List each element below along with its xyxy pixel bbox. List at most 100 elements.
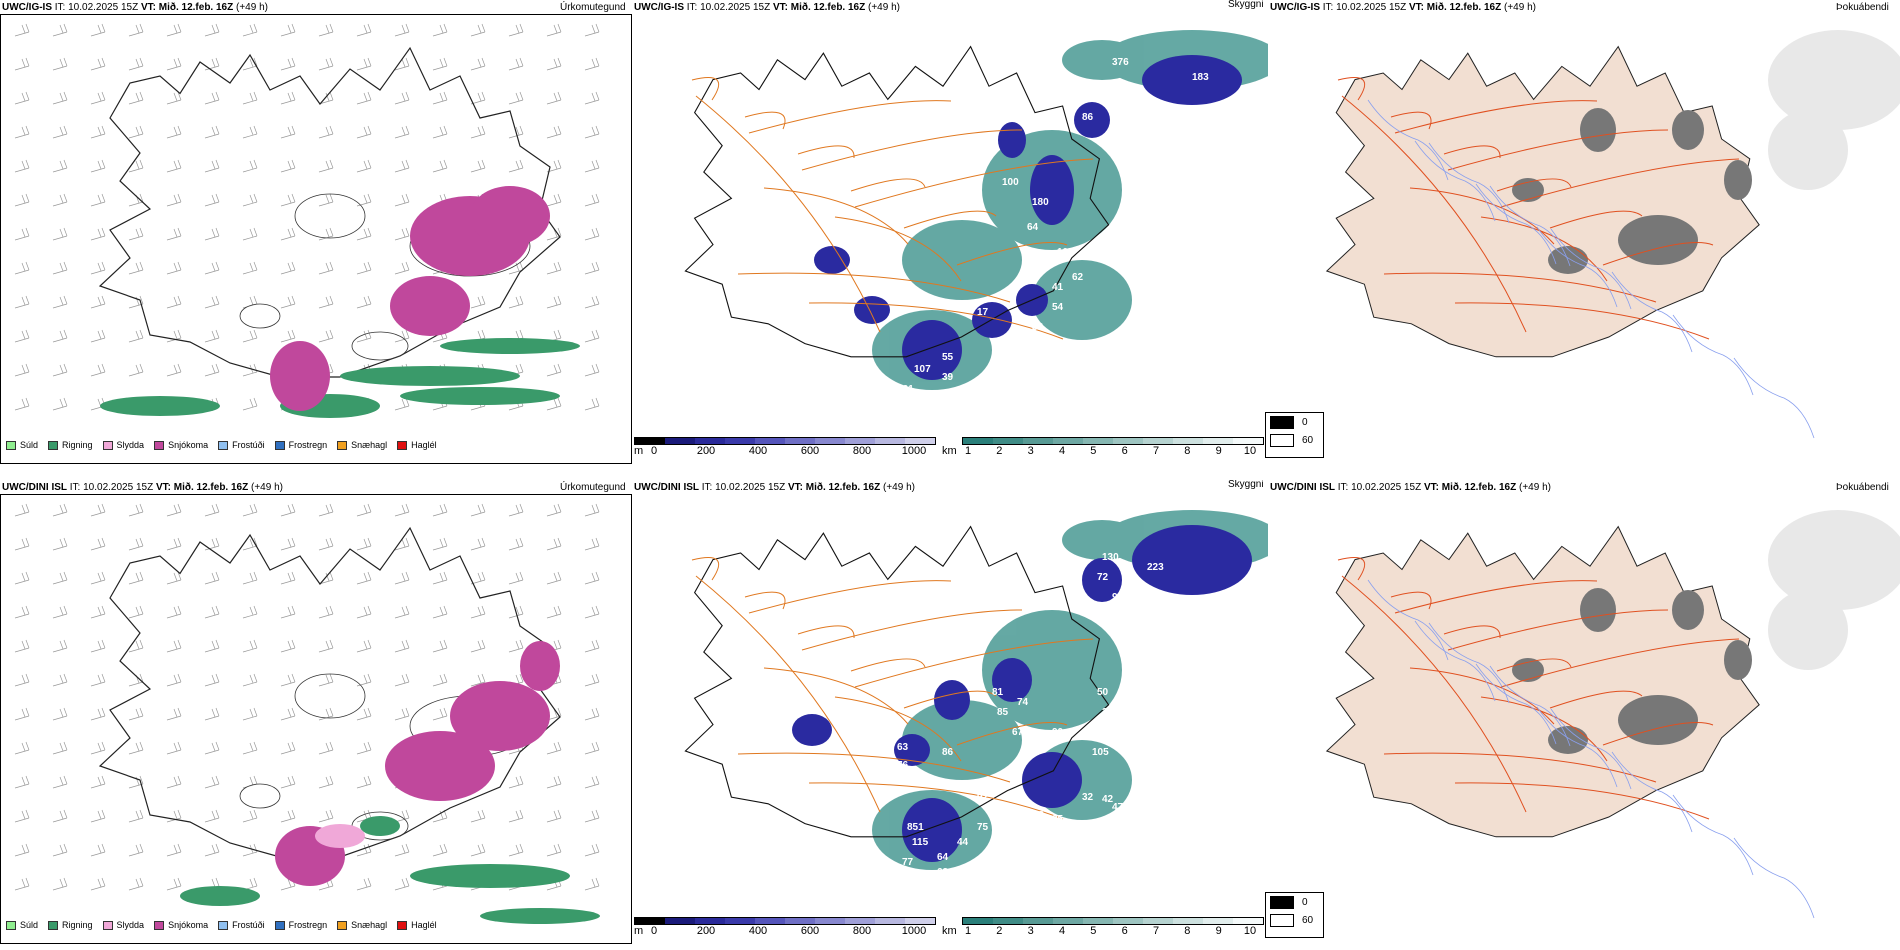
wind-barb xyxy=(318,605,334,619)
wind-barb xyxy=(546,503,562,517)
wind-barb xyxy=(508,537,524,551)
colorbar-tick-label: 8 xyxy=(1184,925,1191,937)
colorbar-tick-label: 6 xyxy=(1121,925,1128,937)
wind-barb xyxy=(14,639,30,653)
colorbar-tick-label: 7 xyxy=(1152,445,1160,457)
wind-barb xyxy=(242,261,258,275)
road-line xyxy=(1409,187,1555,245)
wind-barb xyxy=(242,775,258,789)
field-blob xyxy=(440,338,580,354)
wind-barb xyxy=(204,605,220,619)
colorbar-tick-label: 600 xyxy=(800,925,820,937)
field-blob xyxy=(1580,108,1616,152)
colorbar-tick-label: 1000 xyxy=(901,445,927,457)
wind-barb xyxy=(242,605,258,619)
wind-barb xyxy=(394,329,410,343)
wind-barb xyxy=(52,809,68,823)
glacier-outline xyxy=(294,193,366,239)
wind-barb xyxy=(128,843,144,857)
cloud-base-label: 74 xyxy=(1017,697,1029,708)
glacier-outline xyxy=(351,331,409,361)
road-line xyxy=(1443,625,1501,639)
wind-barb xyxy=(90,775,106,789)
fog-indicator-map xyxy=(1325,30,1900,439)
panel-field-name: Skyggni xyxy=(1228,0,1264,10)
wind-barb xyxy=(14,227,30,241)
road-line xyxy=(1394,580,1598,614)
wind-barb xyxy=(432,91,448,105)
colorbar-tick-label: 1000 xyxy=(901,925,927,937)
wind-barb xyxy=(166,295,182,309)
wind-barb xyxy=(204,843,220,857)
road-line xyxy=(1409,667,1555,725)
wind-barb xyxy=(90,159,106,173)
wind-barb xyxy=(394,809,410,823)
wind-barb xyxy=(14,261,30,275)
road-line xyxy=(695,575,881,813)
field-blob xyxy=(902,320,962,380)
wind-barb xyxy=(356,193,372,207)
wind-barb xyxy=(204,707,220,721)
river-line xyxy=(1733,837,1815,919)
river-line xyxy=(1733,357,1815,439)
wind-barb xyxy=(90,261,106,275)
wind-barb xyxy=(128,227,144,241)
cloud-base-panel-row2: UWC/DINI ISL IT: 10.02.2025 15Z VT: Mið.… xyxy=(632,480,1268,945)
wind-barb xyxy=(584,397,600,411)
wind-barb xyxy=(204,329,220,343)
cloud-base-label: 121 xyxy=(897,384,914,395)
wind-barb xyxy=(280,23,296,37)
river-line xyxy=(1367,99,1449,181)
wind-barb xyxy=(204,159,220,173)
wind-barb xyxy=(280,159,296,173)
road-line xyxy=(1447,129,1669,171)
wind-barb xyxy=(166,707,182,721)
wind-barb xyxy=(584,193,600,207)
road-line xyxy=(1341,575,1527,813)
colorbar-tick-label: 200 xyxy=(696,445,716,457)
wind-barb xyxy=(14,809,30,823)
field-blob xyxy=(1062,40,1142,80)
cloud-base-label: 54 xyxy=(1052,302,1064,313)
wind-barb xyxy=(128,261,144,275)
visibility-colorbar-row1: 1 2 3 4 5 6 7 8 9 10 km xyxy=(942,437,1264,458)
field-blob xyxy=(410,864,570,888)
wind-barb xyxy=(280,605,296,619)
wind-barb xyxy=(584,23,600,37)
river-line xyxy=(1367,579,1449,661)
road-line xyxy=(1602,722,1714,746)
wind-barb xyxy=(280,329,296,343)
cloud-base-label: 76 xyxy=(897,760,909,771)
wind-barb xyxy=(166,57,182,71)
wind-barb xyxy=(318,159,334,173)
road-line xyxy=(797,145,855,159)
wind-barb xyxy=(52,91,68,105)
wind-barb xyxy=(394,261,410,275)
wind-barb xyxy=(90,741,106,755)
wind-barb xyxy=(166,363,182,377)
wind-barb xyxy=(52,397,68,411)
wind-barb xyxy=(470,159,486,173)
wind-barb xyxy=(204,571,220,585)
colorbar-tick-label: 3 xyxy=(1027,925,1034,937)
wind-barb xyxy=(394,397,410,411)
cloud-base-label: 63 xyxy=(937,867,949,878)
road-line xyxy=(744,591,786,610)
wind-barb xyxy=(242,673,258,687)
road-line xyxy=(1602,242,1714,266)
colorbar-tick-label: 400 xyxy=(748,925,768,937)
river-line xyxy=(1672,794,1754,876)
wind-barb xyxy=(584,261,600,275)
wind-barb xyxy=(280,741,296,755)
wind-barb xyxy=(90,639,106,653)
wind-barb xyxy=(242,707,258,721)
wind-barb xyxy=(432,843,448,857)
wind-barb xyxy=(394,639,410,653)
wind-barb xyxy=(584,673,600,687)
river-line xyxy=(1611,271,1693,353)
panel-title: UWC/DINI ISL IT: 10.02.2025 15Z VT: Mið.… xyxy=(634,482,915,493)
wind-barb xyxy=(546,363,562,377)
road-line xyxy=(834,696,962,762)
wind-barb xyxy=(508,125,524,139)
cloud-base-label: 81 xyxy=(992,687,1004,698)
